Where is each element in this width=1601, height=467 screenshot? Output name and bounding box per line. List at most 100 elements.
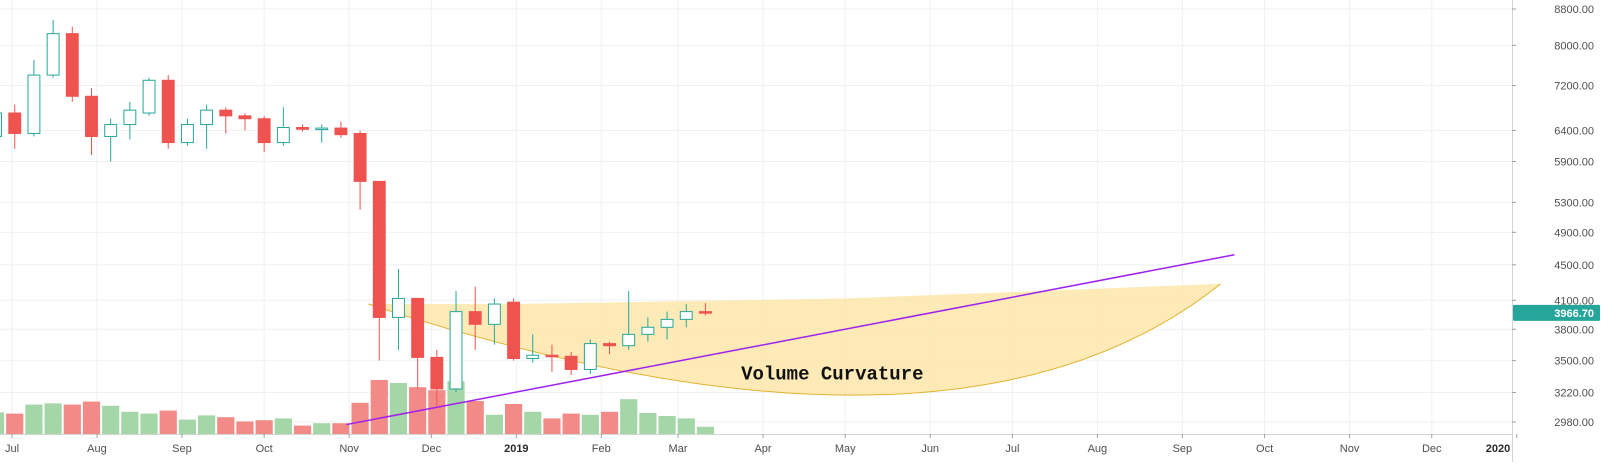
candle-body <box>104 124 118 137</box>
candle-body <box>142 79 156 114</box>
price-tick-label: 8000.00 <box>1554 40 1594 52</box>
volume-bar <box>6 413 24 434</box>
time-tick-label: Aug <box>1088 443 1108 455</box>
candle-body <box>468 311 482 325</box>
candle <box>27 59 41 137</box>
candle-body <box>161 79 175 144</box>
volume-bar <box>600 411 619 434</box>
trendline-segment[interactable] <box>346 254 1235 426</box>
volume-bar <box>466 401 484 434</box>
candle-body <box>0 112 3 137</box>
candle-body <box>238 115 252 120</box>
candle-body <box>392 297 405 318</box>
volume-bar <box>236 421 254 434</box>
candle <box>392 269 405 350</box>
price-tick-label: 8800.00 <box>1554 4 1594 16</box>
volume-bar <box>255 420 273 434</box>
volume-bar <box>0 412 5 434</box>
candle <box>487 298 501 345</box>
candle <box>315 124 329 143</box>
candle-body <box>65 33 79 97</box>
volume-bar <box>121 411 139 434</box>
candle <box>276 107 290 146</box>
candle <box>123 101 137 140</box>
price-tick-label: 4900.00 <box>1554 227 1594 239</box>
candle-body <box>27 74 41 134</box>
volume-bar <box>25 404 43 434</box>
candle-body <box>8 112 22 134</box>
volume-bar <box>313 423 331 434</box>
price-tick-label: 5300.00 <box>1554 197 1594 209</box>
time-tick-label: Feb <box>592 443 611 455</box>
price-tick-label: 5900.00 <box>1554 156 1594 168</box>
price-tick-label: 4500.00 <box>1554 260 1594 272</box>
candle <box>622 291 636 350</box>
candle <box>8 104 22 149</box>
candle-body <box>449 311 463 390</box>
volume-bar <box>140 413 158 434</box>
candle <box>46 19 60 78</box>
volume-bar <box>524 411 542 434</box>
price-tick-label: 2980.00 <box>1554 417 1594 429</box>
annotation-label: Volume Curvature <box>741 364 923 386</box>
candle-body <box>411 297 425 358</box>
candle <box>603 341 616 355</box>
candle <box>296 124 309 132</box>
candle-body <box>276 126 290 144</box>
candle-body <box>526 354 540 359</box>
candle-body <box>641 326 655 335</box>
price-tick-label: 7200.00 <box>1554 81 1594 93</box>
time-tick-label: May <box>835 443 856 455</box>
volume-bar <box>639 413 657 434</box>
candle-body <box>564 355 578 370</box>
candle-body <box>85 95 98 137</box>
volume-bar <box>562 413 580 434</box>
volume-bar <box>217 417 235 434</box>
candle-body <box>257 118 271 144</box>
volume-bar <box>274 418 292 434</box>
candle-body <box>603 343 616 347</box>
candle <box>545 344 559 372</box>
candle <box>583 339 597 374</box>
volume-bar <box>44 403 62 434</box>
candle-body <box>660 318 674 328</box>
candle <box>142 77 156 116</box>
time-tick-label: Jul <box>5 443 19 455</box>
candle <box>449 291 463 393</box>
volume-bar <box>428 390 446 434</box>
candle <box>65 26 79 102</box>
price-tick-label: 3500.00 <box>1554 356 1594 368</box>
annotations: Volume Curvature <box>741 364 923 386</box>
volume-bars <box>0 380 715 434</box>
candle-body <box>622 333 636 347</box>
candle-body <box>679 311 693 320</box>
candle-body <box>200 109 214 126</box>
volume-bar <box>370 380 388 434</box>
candle <box>564 352 578 376</box>
trendline[interactable] <box>346 254 1235 426</box>
time-tick-label: Oct <box>256 443 273 455</box>
candle-body <box>487 303 501 325</box>
candle <box>372 180 386 361</box>
candle-body <box>353 132 367 182</box>
time-tick-label: Oct <box>1256 443 1273 455</box>
candles <box>0 19 712 407</box>
volume-bar <box>63 404 81 434</box>
time-tick-label: Jun <box>921 443 939 455</box>
candle <box>238 112 252 131</box>
candle <box>180 118 194 146</box>
candle-body <box>545 354 559 358</box>
volume-bar <box>389 383 408 434</box>
time-tick-label: Aug <box>87 443 107 455</box>
candle <box>104 118 118 162</box>
candle <box>411 297 425 389</box>
price-tick-label: 6400.00 <box>1554 125 1594 137</box>
candle <box>526 334 540 363</box>
price-tick-label: 4100.00 <box>1554 295 1594 307</box>
candle <box>219 107 233 134</box>
candle <box>660 311 674 340</box>
time-tick-label: Apr <box>754 443 771 455</box>
price-tick-label: 3800.00 <box>1554 324 1594 336</box>
